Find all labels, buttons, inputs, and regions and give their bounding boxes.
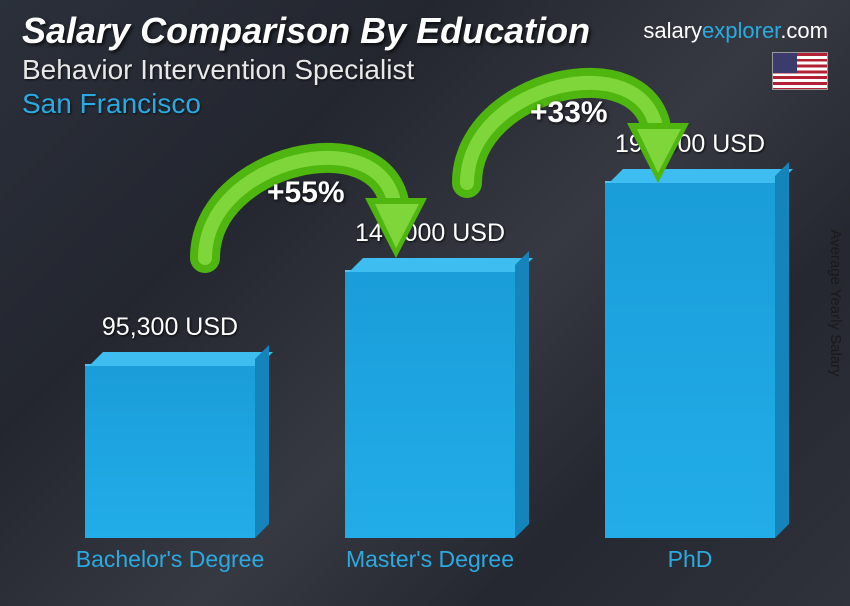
bar-value: 95,300 USD — [55, 313, 285, 342]
bar-label: PhD — [585, 546, 795, 572]
chart-canvas: Salary Comparison By Education Behavior … — [0, 0, 850, 606]
bar-label: Master's Degree — [325, 546, 535, 572]
brand-suffix: .com — [780, 18, 828, 43]
bar-label: Bachelor's Degree — [65, 546, 275, 572]
y-axis-label: Average Yearly Salary — [827, 229, 844, 376]
chart-area: 95,300 USDBachelor's Degree147,000 USDMa… — [45, 118, 795, 538]
increase-pct: +55% — [267, 176, 345, 210]
us-flag-icon — [772, 52, 828, 90]
bar — [345, 270, 515, 538]
bar — [85, 364, 255, 538]
bar — [605, 181, 775, 538]
brand-part-b: explorer — [702, 18, 780, 43]
increase-pct: +33% — [530, 96, 608, 130]
